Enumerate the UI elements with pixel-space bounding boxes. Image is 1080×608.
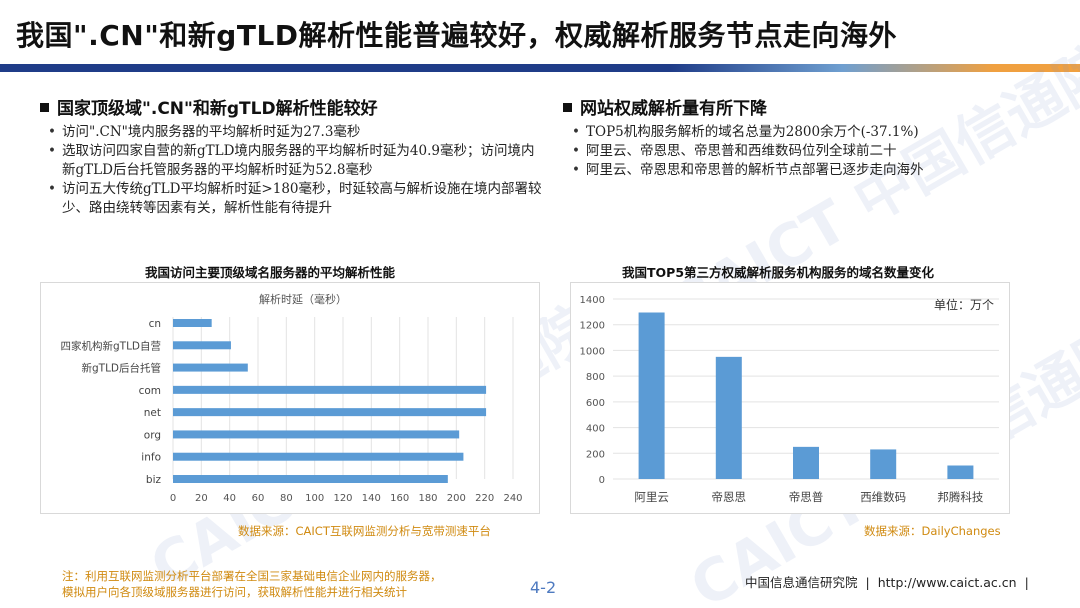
category-label: 邦腾科技 (937, 490, 983, 504)
category-label: org (144, 429, 161, 441)
x-tick-label: 200 (447, 493, 466, 504)
y-tick-label: 1400 (580, 295, 605, 306)
y-tick-label: 400 (586, 424, 605, 435)
y-tick-label: 0 (599, 475, 605, 486)
right-chart-source: 数据来源：DailyChanges (864, 524, 1001, 538)
org-footer: 中国信息通信研究院 | http://www.caict.ac.cn | (745, 572, 1037, 591)
bar (715, 356, 742, 479)
bar (947, 465, 974, 479)
bar (173, 408, 487, 417)
right-chart-frame: 0 200 400 600 800 1000 1200 1400 单位：万个阿里云 帝恩思 帝思普 西… (570, 282, 1010, 514)
category-label: 帝恩思 (712, 490, 747, 504)
x-tick-label: 240 (503, 493, 522, 504)
right-bullet-item: 阿里云、帝恩思和帝思普的解析节点部署已逐步走向海外 (570, 161, 1070, 180)
bar (173, 430, 460, 439)
right-bullet-list: TOP5机构服务解析的域名总量为2800余万个(-37.1%) 阿里云、帝恩思、… (570, 123, 1070, 180)
category-label: info (141, 452, 161, 464)
x-tick-label: 60 (252, 493, 265, 504)
category-label: 新gTLD后台托管 (81, 362, 161, 375)
right-heading-text: 网站权威解析量有所下降 (580, 99, 767, 119)
category-label: 西维数码 (860, 490, 906, 504)
x-tick-label: 80 (280, 493, 293, 504)
category-label: net (144, 407, 161, 419)
bar (173, 385, 487, 394)
category-label: com (139, 385, 161, 397)
x-tick-label: 20 (195, 493, 208, 504)
x-tick-label: 220 (475, 493, 494, 504)
slide-title: 我国".CN"和新gTLD解析性能普遍较好，权威解析服务节点走向海外 (16, 19, 898, 52)
bar (173, 452, 464, 461)
x-tick-label: 120 (333, 493, 352, 504)
right-chart-title: 我国TOP5第三方权威解析服务机构服务的域名数量变化 (622, 265, 935, 280)
left-chart-title: 我国访问主要顶级域名服务器的平均解析性能 (145, 265, 396, 280)
left-bullet-item: 访问五大传统gTLD平均解析时延>180毫秒，时延较高与解析设施在境内部署较少、… (46, 180, 546, 218)
left-bullet-item: 选取访问四家自营的新gTLD境内服务器的平均解析时延为40.9毫秒；访问境内新g… (46, 142, 546, 180)
bar (173, 319, 212, 327)
y-tick-label: 1200 (580, 321, 605, 332)
x-tick-label: 180 (418, 493, 437, 504)
right-section-heading: 网站权威解析量有所下降 (563, 94, 767, 119)
x-tick-label: 0 (170, 493, 176, 504)
bar (173, 475, 448, 483)
category-label: biz (146, 474, 162, 486)
separator: | (1024, 575, 1029, 590)
square-bullet-icon (563, 102, 572, 112)
bar (793, 446, 819, 479)
category-label: 四家机构新gTLD自营 (60, 339, 161, 352)
footnote-line: 注：利用互联网监测分析平台部署在全国三家基础电信企业网内的服务器， (62, 569, 442, 583)
bar (870, 449, 897, 479)
footnote: 注：利用互联网监测分析平台部署在全国三家基础电信企业网内的服务器， 模拟用户向各… (62, 568, 442, 600)
x-tick-label: 140 (362, 493, 381, 504)
left-chart-source: 数据来源：CAICT互联网监测分析与宽带测速平台 (238, 524, 491, 538)
chart-subtitle: 解析时延（毫秒） (259, 292, 347, 306)
page-number: 4-2 (530, 578, 557, 597)
org-url-link[interactable]: http://www.caict.ac.cn (877, 575, 1017, 590)
x-tick-label: 100 (305, 493, 324, 504)
left-bullet-item: 访问".CN"境内服务器的平均解析时延为27.3毫秒 (46, 123, 546, 142)
right-bullet-item: TOP5机构服务解析的域名总量为2800余万个(-37.1%) (570, 123, 1070, 142)
bar (638, 312, 665, 479)
left-chart-svg: 解析时延（毫秒） 0 20 40 60 80 100 120 140 160 180 200 220 24… (60, 292, 522, 504)
square-bullet-icon (40, 102, 49, 112)
right-bullet-item: 阿里云、帝恩思、帝思普和西维数码位列全球前二十 (570, 142, 1070, 161)
org-name: 中国信息通信研究院 (745, 575, 858, 590)
category-label: 阿里云 (634, 490, 669, 504)
y-tick-label: 800 (586, 372, 605, 383)
left-bullet-list: 访问".CN"境内服务器的平均解析时延为27.3毫秒 选取访问四家自营的新gTL… (46, 123, 546, 218)
x-tick-label: 40 (223, 493, 236, 504)
left-heading-text: 国家顶级域".CN"和新gTLD解析性能较好 (57, 99, 378, 119)
y-tick-label: 1000 (580, 346, 605, 357)
category-label: cn (149, 318, 161, 330)
title-underline-bar (0, 64, 1080, 72)
unit-label: 单位：万个 (934, 297, 994, 312)
category-label: 帝思普 (789, 490, 824, 504)
left-chart-frame: 解析时延（毫秒） 0 20 40 60 80 100 120 140 160 180 200 220 24… (40, 282, 540, 514)
footnote-line: 模拟用户向各顶级域服务器进行访问，获取解析性能并进行相关统计 (62, 585, 407, 599)
y-tick-label: 600 (586, 398, 605, 409)
x-tick-label: 160 (390, 493, 409, 504)
left-section-heading: 国家顶级域".CN"和新gTLD解析性能较好 (40, 94, 378, 119)
bar (173, 341, 231, 350)
y-tick-label: 200 (586, 449, 605, 460)
separator: | (865, 575, 870, 590)
bar (173, 363, 248, 372)
